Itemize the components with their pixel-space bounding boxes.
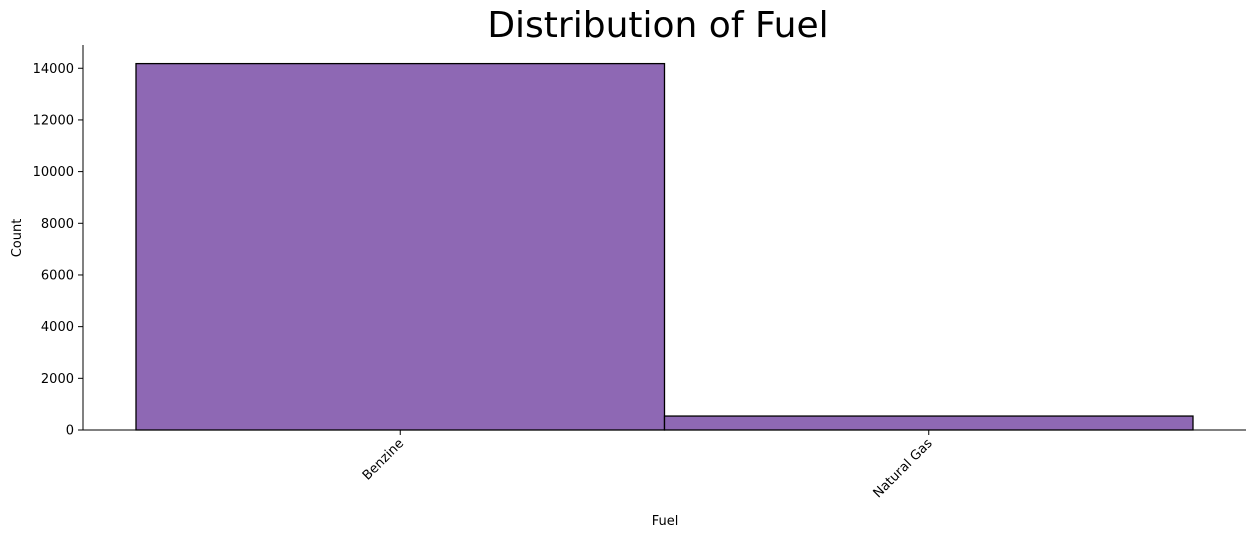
y-tick-label: 8000: [41, 217, 74, 232]
bars: [135, 62, 1194, 431]
y-tick-label: 2000: [41, 372, 74, 387]
y-tick-label: 12000: [33, 113, 74, 128]
x-tick-label: Benzine: [360, 436, 407, 483]
bar-natural-gas: [663, 415, 1194, 431]
y-tick-label: 0: [66, 424, 74, 439]
chart-title: Distribution of Fuel: [487, 5, 828, 46]
y-tick-label: 10000: [33, 165, 74, 180]
x-axis-label: Fuel: [652, 514, 679, 529]
y-axis-label: Count: [10, 219, 25, 258]
x-tick-label: Natural Gas: [871, 436, 936, 501]
y-tick-label: 6000: [41, 268, 74, 283]
x-ticks: Benzine Natural Gas: [360, 430, 936, 501]
y-ticks: 0 2000 4000 6000 8000 10000 12000 14000: [33, 62, 83, 439]
y-tick-label: 4000: [41, 320, 74, 335]
y-tick-label: 14000: [33, 62, 74, 77]
bar-benzine: [135, 62, 666, 431]
